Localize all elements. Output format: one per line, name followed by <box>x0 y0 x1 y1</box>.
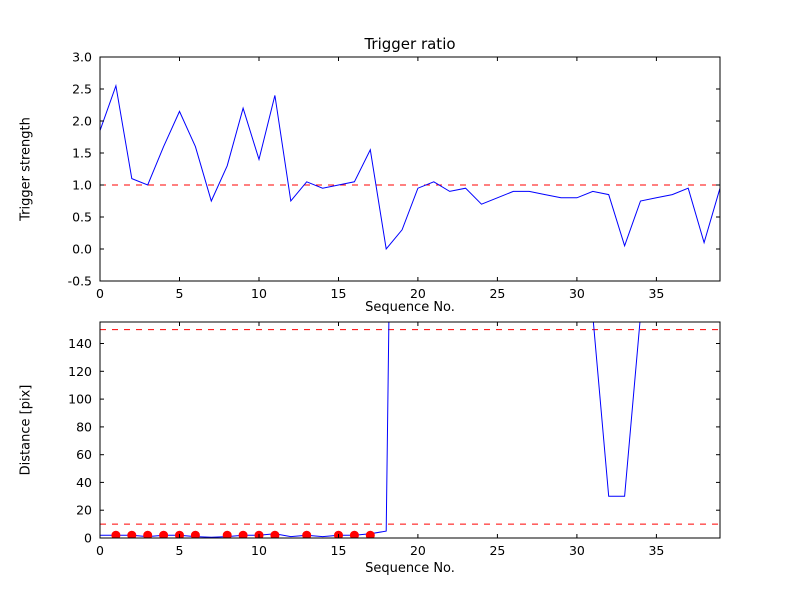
bottom-series-distance <box>100 322 641 538</box>
bottom-y-tick-label: 120 <box>68 364 92 379</box>
bottom-y-tick-label: 60 <box>76 447 92 462</box>
top-x-tick-label: 5 <box>176 286 184 301</box>
top-x-tick-label: 35 <box>648 286 664 301</box>
top-y-tick-label: 3.0 <box>72 50 92 65</box>
top-x-tick-label: 25 <box>489 286 505 301</box>
bottom-x-tick-label: 10 <box>251 543 267 558</box>
top-series-trigger-strength <box>100 83 720 251</box>
bottom-x-tick-label: 5 <box>176 543 184 558</box>
top-y-tick-label: 0.0 <box>72 242 92 257</box>
bottom-data-marker <box>111 530 121 538</box>
top-y-tick-label: 1.0 <box>72 178 92 193</box>
bottom-x-tick-label: 20 <box>410 543 426 558</box>
bottom-y-tick-label: 0 <box>84 531 92 546</box>
bottom-y-tick-label: 80 <box>76 419 92 434</box>
top-x-axis-label: Sequence No. <box>365 300 455 315</box>
bottom-axes-border <box>99 321 721 539</box>
bottom-y-tick-label: 140 <box>68 336 92 351</box>
top-x-tick-label: 10 <box>251 286 267 301</box>
top-chart-title: Trigger ratio <box>364 35 456 53</box>
bottom-data-marker <box>190 530 200 538</box>
top-x-tick-label: 0 <box>96 286 104 301</box>
top-y-axis-label: Trigger strength <box>18 117 34 221</box>
bottom-data-marker <box>302 530 312 538</box>
bottom-x-tick-label: 25 <box>489 543 505 558</box>
bottom-x-tick-label: 35 <box>648 543 664 558</box>
bottom-data-marker <box>238 530 248 538</box>
bottom-x-tick-label: 30 <box>569 543 585 558</box>
bottom-data-marker <box>127 530 137 538</box>
top-axes-border <box>99 56 721 282</box>
bottom-x-tick-label: 15 <box>331 543 347 558</box>
top-y-tick-label: 2.0 <box>72 114 92 129</box>
bottom-x-axis-label: Sequence No. <box>365 561 455 576</box>
top-y-tick-label: 1.5 <box>72 146 92 161</box>
bottom-plot-area <box>100 322 720 538</box>
top-y-tick-label: 0.5 <box>72 210 92 225</box>
bottom-data-marker <box>349 530 359 538</box>
top-plot-area <box>100 83 720 251</box>
bottom-x-tick-label: 0 <box>96 543 104 558</box>
bottom-data-marker <box>222 530 232 538</box>
top-x-tick-label: 15 <box>331 286 347 301</box>
bottom-data-marker <box>365 530 375 538</box>
bottom-data-marker <box>270 530 280 538</box>
top-x-tick-label: 30 <box>569 286 585 301</box>
bottom-data-marker <box>159 530 169 538</box>
bottom-y-tick-label: 40 <box>76 475 92 490</box>
bottom-y-axis-label: Distance [pix] <box>18 384 34 476</box>
top-y-tick-label: -0.5 <box>68 274 92 289</box>
bottom-y-tick-label: 100 <box>68 392 92 407</box>
top-x-tick-label: 20 <box>410 286 426 301</box>
bottom-y-tick-label: 20 <box>76 503 92 518</box>
top-y-tick-label: 2.5 <box>72 82 92 97</box>
bottom-data-marker <box>143 530 153 538</box>
